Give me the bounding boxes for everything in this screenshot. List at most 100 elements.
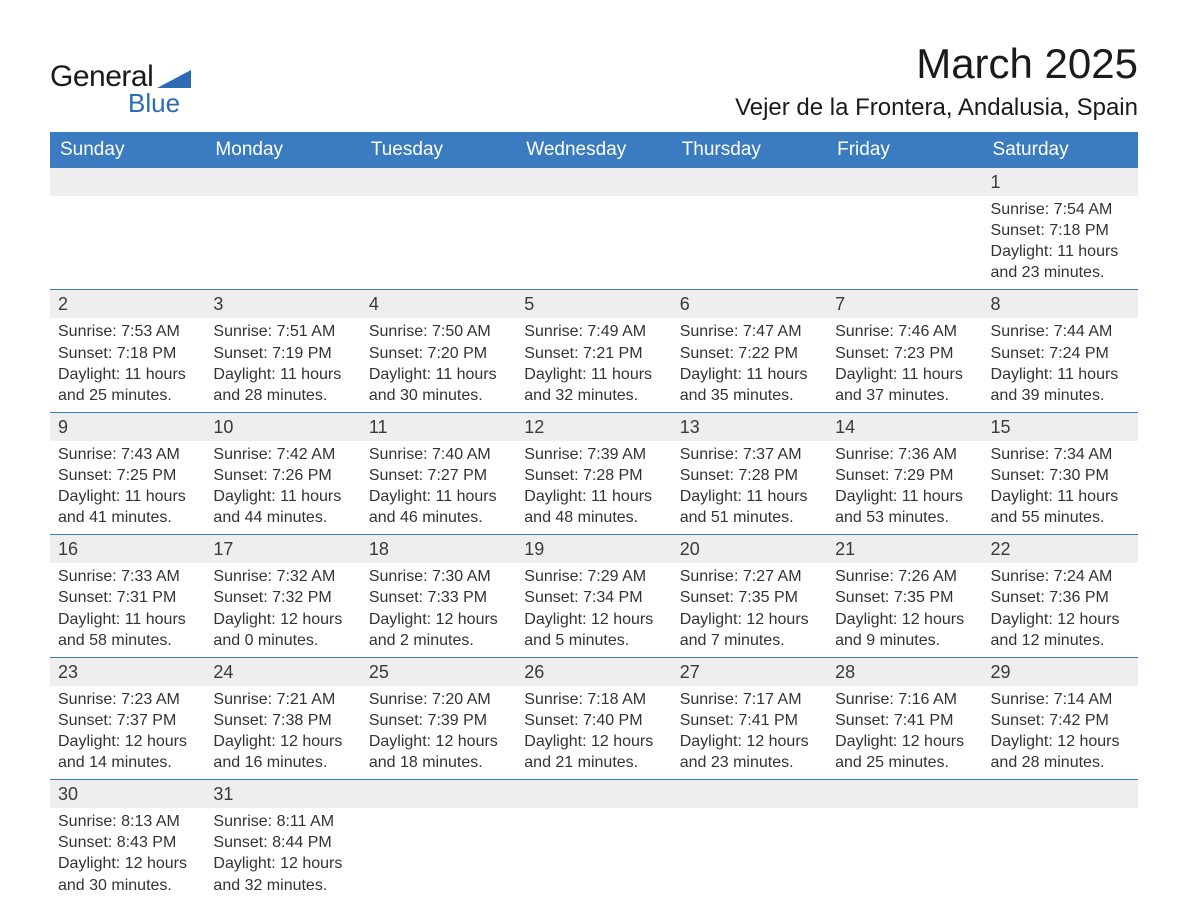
- daylight-line: Daylight: 11 hours and 44 minutes.: [213, 486, 352, 528]
- day-number-cell: 28: [827, 657, 982, 686]
- daylight-line: Daylight: 12 hours and 5 minutes.: [524, 609, 663, 651]
- day-detail-cell: Sunrise: 7:43 AMSunset: 7:25 PMDaylight:…: [50, 441, 205, 535]
- sunrise-line: Sunrise: 7:50 AM: [369, 321, 508, 342]
- daylight-line: Daylight: 12 hours and 16 minutes.: [213, 731, 352, 773]
- daylight-line: Daylight: 12 hours and 32 minutes.: [213, 853, 352, 895]
- week-detail-row: Sunrise: 8:13 AMSunset: 8:43 PMDaylight:…: [50, 808, 1138, 901]
- daylight-line: Daylight: 11 hours and 46 minutes.: [369, 486, 508, 528]
- day-number-cell: [672, 780, 827, 809]
- sunset-line: Sunset: 7:18 PM: [58, 343, 197, 364]
- sunset-line: Sunset: 7:20 PM: [369, 343, 508, 364]
- day-number-cell: 14: [827, 412, 982, 441]
- day-detail-cell: Sunrise: 7:33 AMSunset: 7:31 PMDaylight:…: [50, 563, 205, 657]
- sunset-line: Sunset: 7:35 PM: [680, 587, 819, 608]
- daylight-line: Daylight: 12 hours and 23 minutes.: [680, 731, 819, 773]
- day-detail-cell: Sunrise: 7:29 AMSunset: 7:34 PMDaylight:…: [516, 563, 671, 657]
- daylight-line: Daylight: 12 hours and 2 minutes.: [369, 609, 508, 651]
- daylight-line: Daylight: 11 hours and 41 minutes.: [58, 486, 197, 528]
- day-detail-cell: Sunrise: 7:50 AMSunset: 7:20 PMDaylight:…: [361, 318, 516, 412]
- day-detail-cell: [827, 196, 982, 290]
- day-number-cell: 25: [361, 657, 516, 686]
- calendar-table: SundayMondayTuesdayWednesdayThursdayFrid…: [50, 132, 1138, 902]
- day-number-cell: 8: [983, 290, 1138, 319]
- week-detail-row: Sunrise: 7:53 AMSunset: 7:18 PMDaylight:…: [50, 318, 1138, 412]
- daylight-line: Daylight: 11 hours and 28 minutes.: [213, 364, 352, 406]
- day-detail-cell: Sunrise: 7:27 AMSunset: 7:35 PMDaylight:…: [672, 563, 827, 657]
- daylight-line: Daylight: 11 hours and 32 minutes.: [524, 364, 663, 406]
- day-header: Sunday: [50, 132, 205, 168]
- location-subtitle: Vejer de la Frontera, Andalusia, Spain: [735, 94, 1138, 122]
- daylight-line: Daylight: 12 hours and 14 minutes.: [58, 731, 197, 773]
- sunset-line: Sunset: 7:31 PM: [58, 587, 197, 608]
- day-detail-cell: Sunrise: 7:17 AMSunset: 7:41 PMDaylight:…: [672, 686, 827, 780]
- week-detail-row: Sunrise: 7:54 AMSunset: 7:18 PMDaylight:…: [50, 196, 1138, 290]
- day-detail-cell: [827, 808, 982, 901]
- day-number-cell: [205, 168, 360, 196]
- day-detail-cell: Sunrise: 7:24 AMSunset: 7:36 PMDaylight:…: [983, 563, 1138, 657]
- day-detail-cell: Sunrise: 8:11 AMSunset: 8:44 PMDaylight:…: [205, 808, 360, 901]
- day-detail-cell: Sunrise: 7:34 AMSunset: 7:30 PMDaylight:…: [983, 441, 1138, 535]
- sunset-line: Sunset: 7:28 PM: [680, 465, 819, 486]
- day-detail-cell: [361, 196, 516, 290]
- daylight-line: Daylight: 11 hours and 23 minutes.: [991, 241, 1130, 283]
- day-number-cell: 16: [50, 535, 205, 564]
- day-number-cell: 11: [361, 412, 516, 441]
- sunset-line: Sunset: 7:23 PM: [835, 343, 974, 364]
- sunset-line: Sunset: 7:19 PM: [213, 343, 352, 364]
- day-detail-cell: Sunrise: 7:46 AMSunset: 7:23 PMDaylight:…: [827, 318, 982, 412]
- day-number-cell: 17: [205, 535, 360, 564]
- logo: General Blue: [50, 60, 191, 119]
- sunrise-line: Sunrise: 7:49 AM: [524, 321, 663, 342]
- sunrise-line: Sunrise: 7:29 AM: [524, 566, 663, 587]
- day-header: Tuesday: [361, 132, 516, 168]
- sunrise-line: Sunrise: 7:44 AM: [991, 321, 1130, 342]
- sunrise-line: Sunrise: 7:40 AM: [369, 444, 508, 465]
- day-number-cell: 21: [827, 535, 982, 564]
- day-number-cell: 24: [205, 657, 360, 686]
- day-header: Friday: [827, 132, 982, 168]
- sunset-line: Sunset: 7:30 PM: [991, 465, 1130, 486]
- day-detail-cell: Sunrise: 7:30 AMSunset: 7:33 PMDaylight:…: [361, 563, 516, 657]
- daylight-line: Daylight: 11 hours and 48 minutes.: [524, 486, 663, 528]
- day-detail-cell: Sunrise: 7:23 AMSunset: 7:37 PMDaylight:…: [50, 686, 205, 780]
- daylight-line: Daylight: 11 hours and 25 minutes.: [58, 364, 197, 406]
- daylight-line: Daylight: 11 hours and 37 minutes.: [835, 364, 974, 406]
- sunset-line: Sunset: 7:22 PM: [680, 343, 819, 364]
- day-detail-cell: Sunrise: 7:32 AMSunset: 7:32 PMDaylight:…: [205, 563, 360, 657]
- day-detail-cell: Sunrise: 7:14 AMSunset: 7:42 PMDaylight:…: [983, 686, 1138, 780]
- logo-triangle-icon: [157, 66, 191, 88]
- sunset-line: Sunset: 7:18 PM: [991, 220, 1130, 241]
- sunrise-line: Sunrise: 7:39 AM: [524, 444, 663, 465]
- sunrise-line: Sunrise: 7:32 AM: [213, 566, 352, 587]
- week-detail-row: Sunrise: 7:33 AMSunset: 7:31 PMDaylight:…: [50, 563, 1138, 657]
- sunset-line: Sunset: 7:29 PM: [835, 465, 974, 486]
- sunrise-line: Sunrise: 7:21 AM: [213, 689, 352, 710]
- daylight-line: Daylight: 11 hours and 35 minutes.: [680, 364, 819, 406]
- week-daynum-row: 3031: [50, 780, 1138, 809]
- daylight-line: Daylight: 11 hours and 58 minutes.: [58, 609, 197, 651]
- day-detail-cell: [516, 808, 671, 901]
- daylight-line: Daylight: 12 hours and 12 minutes.: [991, 609, 1130, 651]
- sunrise-line: Sunrise: 7:20 AM: [369, 689, 508, 710]
- day-header: Saturday: [983, 132, 1138, 168]
- day-detail-cell: Sunrise: 7:26 AMSunset: 7:35 PMDaylight:…: [827, 563, 982, 657]
- day-detail-cell: Sunrise: 7:37 AMSunset: 7:28 PMDaylight:…: [672, 441, 827, 535]
- daylight-line: Daylight: 11 hours and 39 minutes.: [991, 364, 1130, 406]
- day-number-cell: 27: [672, 657, 827, 686]
- sunset-line: Sunset: 7:26 PM: [213, 465, 352, 486]
- day-detail-cell: Sunrise: 7:20 AMSunset: 7:39 PMDaylight:…: [361, 686, 516, 780]
- day-number-cell: [361, 168, 516, 196]
- daylight-line: Daylight: 12 hours and 25 minutes.: [835, 731, 974, 773]
- daylight-line: Daylight: 12 hours and 30 minutes.: [58, 853, 197, 895]
- day-detail-cell: Sunrise: 7:21 AMSunset: 7:38 PMDaylight:…: [205, 686, 360, 780]
- daylight-line: Daylight: 12 hours and 0 minutes.: [213, 609, 352, 651]
- header: General Blue March 2025 Vejer de la Fron…: [50, 40, 1138, 122]
- day-detail-cell: [516, 196, 671, 290]
- day-number-cell: 20: [672, 535, 827, 564]
- sunset-line: Sunset: 7:34 PM: [524, 587, 663, 608]
- day-number-cell: 2: [50, 290, 205, 319]
- day-detail-cell: Sunrise: 7:39 AMSunset: 7:28 PMDaylight:…: [516, 441, 671, 535]
- sunset-line: Sunset: 7:41 PM: [680, 710, 819, 731]
- sunset-line: Sunset: 7:35 PM: [835, 587, 974, 608]
- sunset-line: Sunset: 7:25 PM: [58, 465, 197, 486]
